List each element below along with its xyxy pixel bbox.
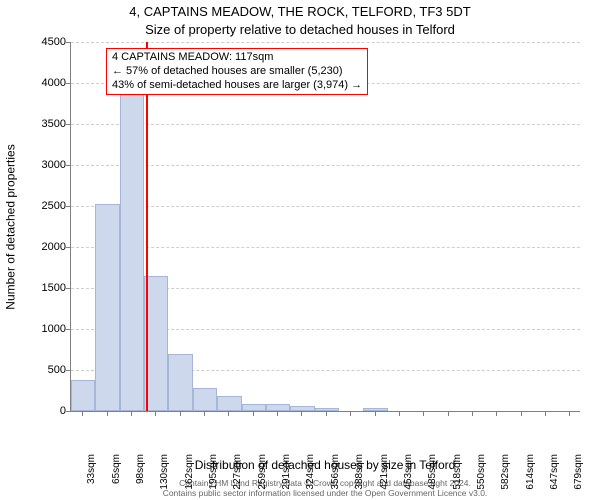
x-tick-label: 647sqm bbox=[549, 454, 560, 490]
histogram-bar bbox=[290, 406, 314, 411]
plot-area bbox=[70, 42, 580, 412]
annotation-box: 4 CAPTAINS MEADOW: 117sqm← 57% of detach… bbox=[106, 48, 368, 95]
histogram-bar bbox=[315, 408, 339, 411]
y-axis-label-wrap: Number of detached properties bbox=[4, 42, 18, 412]
x-tick-label: 65sqm bbox=[111, 454, 122, 484]
chart-container: 4, CAPTAINS MEADOW, THE ROCK, TELFORD, T… bbox=[0, 0, 600, 500]
x-tick-label: 33sqm bbox=[86, 454, 97, 484]
histogram-bar bbox=[217, 396, 241, 411]
x-tick-mark bbox=[253, 412, 254, 416]
x-tick-mark bbox=[423, 412, 424, 416]
histogram-bar bbox=[242, 404, 266, 411]
y-tick-label: 2000 bbox=[16, 241, 66, 253]
chart-subtitle: Size of property relative to detached ho… bbox=[0, 22, 600, 37]
x-tick-mark bbox=[545, 412, 546, 416]
x-tick-label: 162sqm bbox=[184, 454, 195, 490]
y-tick-label: 4500 bbox=[16, 36, 66, 48]
x-tick-label: 130sqm bbox=[159, 454, 170, 490]
y-tick-mark bbox=[66, 206, 70, 207]
x-tick-mark bbox=[82, 412, 83, 416]
histogram-bar bbox=[266, 404, 290, 411]
y-tick-label: 1000 bbox=[16, 323, 66, 335]
y-tick-mark bbox=[66, 83, 70, 84]
x-tick-mark bbox=[301, 412, 302, 416]
x-tick-mark bbox=[277, 412, 278, 416]
reference-line bbox=[146, 42, 148, 411]
x-tick-mark bbox=[155, 412, 156, 416]
x-tick-label: 582sqm bbox=[500, 454, 511, 490]
y-tick-label: 1500 bbox=[16, 282, 66, 294]
y-tick-label: 0 bbox=[16, 405, 66, 417]
x-tick-mark bbox=[326, 412, 327, 416]
x-tick-mark bbox=[472, 412, 473, 416]
x-tick-label: 421sqm bbox=[379, 454, 390, 490]
x-tick-label: 388sqm bbox=[354, 454, 365, 490]
x-tick-mark bbox=[375, 412, 376, 416]
x-tick-mark bbox=[399, 412, 400, 416]
y-tick-label: 4000 bbox=[16, 77, 66, 89]
x-tick-label: 614sqm bbox=[525, 454, 536, 490]
y-tick-mark bbox=[66, 247, 70, 248]
x-tick-label: 356sqm bbox=[330, 454, 341, 490]
x-tick-label: 518sqm bbox=[452, 454, 463, 490]
x-tick-label: 550sqm bbox=[476, 454, 487, 490]
histogram-bar bbox=[95, 204, 119, 411]
x-tick-label: 291sqm bbox=[281, 454, 292, 490]
y-tick-mark bbox=[66, 124, 70, 125]
x-tick-label: 453sqm bbox=[403, 454, 414, 490]
y-tick-mark bbox=[66, 42, 70, 43]
y-tick-mark bbox=[66, 288, 70, 289]
y-tick-mark bbox=[66, 329, 70, 330]
x-tick-label: 485sqm bbox=[427, 454, 438, 490]
x-tick-label: 679sqm bbox=[573, 454, 584, 490]
x-tick-mark bbox=[131, 412, 132, 416]
x-tick-mark bbox=[107, 412, 108, 416]
y-tick-label: 500 bbox=[16, 364, 66, 376]
x-tick-mark bbox=[448, 412, 449, 416]
x-tick-mark bbox=[180, 412, 181, 416]
histogram-bar bbox=[120, 75, 144, 411]
y-tick-mark bbox=[66, 165, 70, 166]
histogram-bar bbox=[363, 408, 387, 411]
x-tick-label: 227sqm bbox=[232, 454, 243, 490]
annotation-line: 43% of semi-detached houses are larger (… bbox=[112, 79, 362, 93]
x-tick-label: 324sqm bbox=[305, 454, 316, 490]
x-tick-mark bbox=[228, 412, 229, 416]
x-tick-mark bbox=[204, 412, 205, 416]
y-tick-mark bbox=[66, 411, 70, 412]
histogram-bar bbox=[71, 380, 95, 411]
x-tick-mark bbox=[350, 412, 351, 416]
chart-title: 4, CAPTAINS MEADOW, THE ROCK, TELFORD, T… bbox=[0, 4, 600, 19]
y-tick-mark bbox=[66, 370, 70, 371]
x-tick-label: 259sqm bbox=[257, 454, 268, 490]
y-tick-label: 3500 bbox=[16, 118, 66, 130]
annotation-line: 4 CAPTAINS MEADOW: 117sqm bbox=[112, 51, 362, 65]
x-tick-label: 98sqm bbox=[135, 454, 146, 484]
y-tick-label: 3000 bbox=[16, 159, 66, 171]
x-tick-mark bbox=[496, 412, 497, 416]
y-tick-label: 2500 bbox=[16, 200, 66, 212]
x-tick-mark bbox=[521, 412, 522, 416]
histogram-bar bbox=[193, 388, 217, 411]
histogram-bar bbox=[168, 354, 192, 411]
annotation-line: ← 57% of detached houses are smaller (5,… bbox=[112, 65, 362, 79]
x-tick-label: 195sqm bbox=[208, 454, 219, 490]
x-tick-mark bbox=[569, 412, 570, 416]
